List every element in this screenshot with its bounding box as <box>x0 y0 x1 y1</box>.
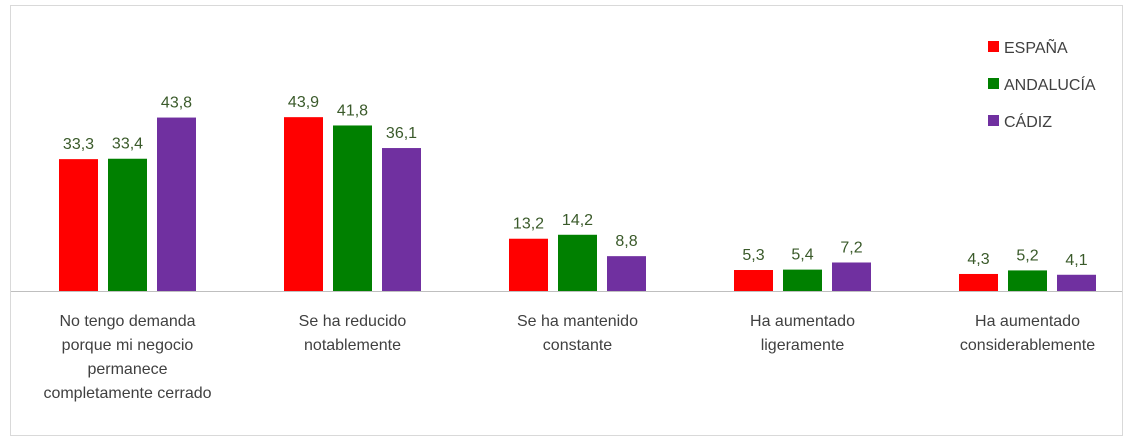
x-tick-label: Ha aumentado considerablemente <box>959 313 1096 354</box>
value-label: 5,2 <box>1016 247 1038 264</box>
bar <box>1008 270 1047 291</box>
bar <box>734 270 773 291</box>
value-label: 13,2 <box>513 216 544 233</box>
x-tick-label: No tengo demanda porque mi negocio perma… <box>43 313 212 402</box>
bar <box>558 234 597 291</box>
bar <box>959 273 998 291</box>
bar <box>783 269 822 291</box>
bar <box>832 262 871 291</box>
bar <box>284 117 323 291</box>
value-label: 33,3 <box>63 136 94 153</box>
bar <box>509 238 548 291</box>
bar <box>59 159 98 291</box>
legend-swatch <box>988 115 999 126</box>
legend-swatch <box>988 41 999 52</box>
value-label: 5,4 <box>791 247 813 264</box>
legend-label: ANDALUCÍA <box>1004 75 1096 94</box>
value-label: 4,3 <box>967 251 989 268</box>
value-label: 5,3 <box>742 247 764 264</box>
bar <box>382 148 421 291</box>
legend-swatch <box>988 78 999 89</box>
x-tick-label: Se ha mantenido constante <box>517 313 638 354</box>
legend-label: ESPAÑA <box>1004 37 1068 57</box>
value-label: 41,8 <box>337 102 368 119</box>
value-label: 14,2 <box>562 212 593 229</box>
value-label: 43,8 <box>161 95 192 112</box>
value-label: 36,1 <box>386 125 417 142</box>
bar <box>607 256 646 291</box>
value-label: 7,2 <box>840 239 862 256</box>
bar <box>108 158 147 291</box>
x-tick-label: Se ha reducido notablemente <box>298 313 407 354</box>
value-label: 33,4 <box>112 136 143 153</box>
x-tick-label: Ha aumentado ligeramente <box>750 313 855 354</box>
value-label: 8,8 <box>615 233 637 250</box>
bar <box>333 125 372 291</box>
legend-label: CÁDIZ <box>1004 112 1052 131</box>
value-label: 4,1 <box>1065 252 1087 269</box>
bar <box>1057 274 1096 291</box>
value-label: 43,9 <box>288 94 319 111</box>
bar <box>157 117 196 291</box>
